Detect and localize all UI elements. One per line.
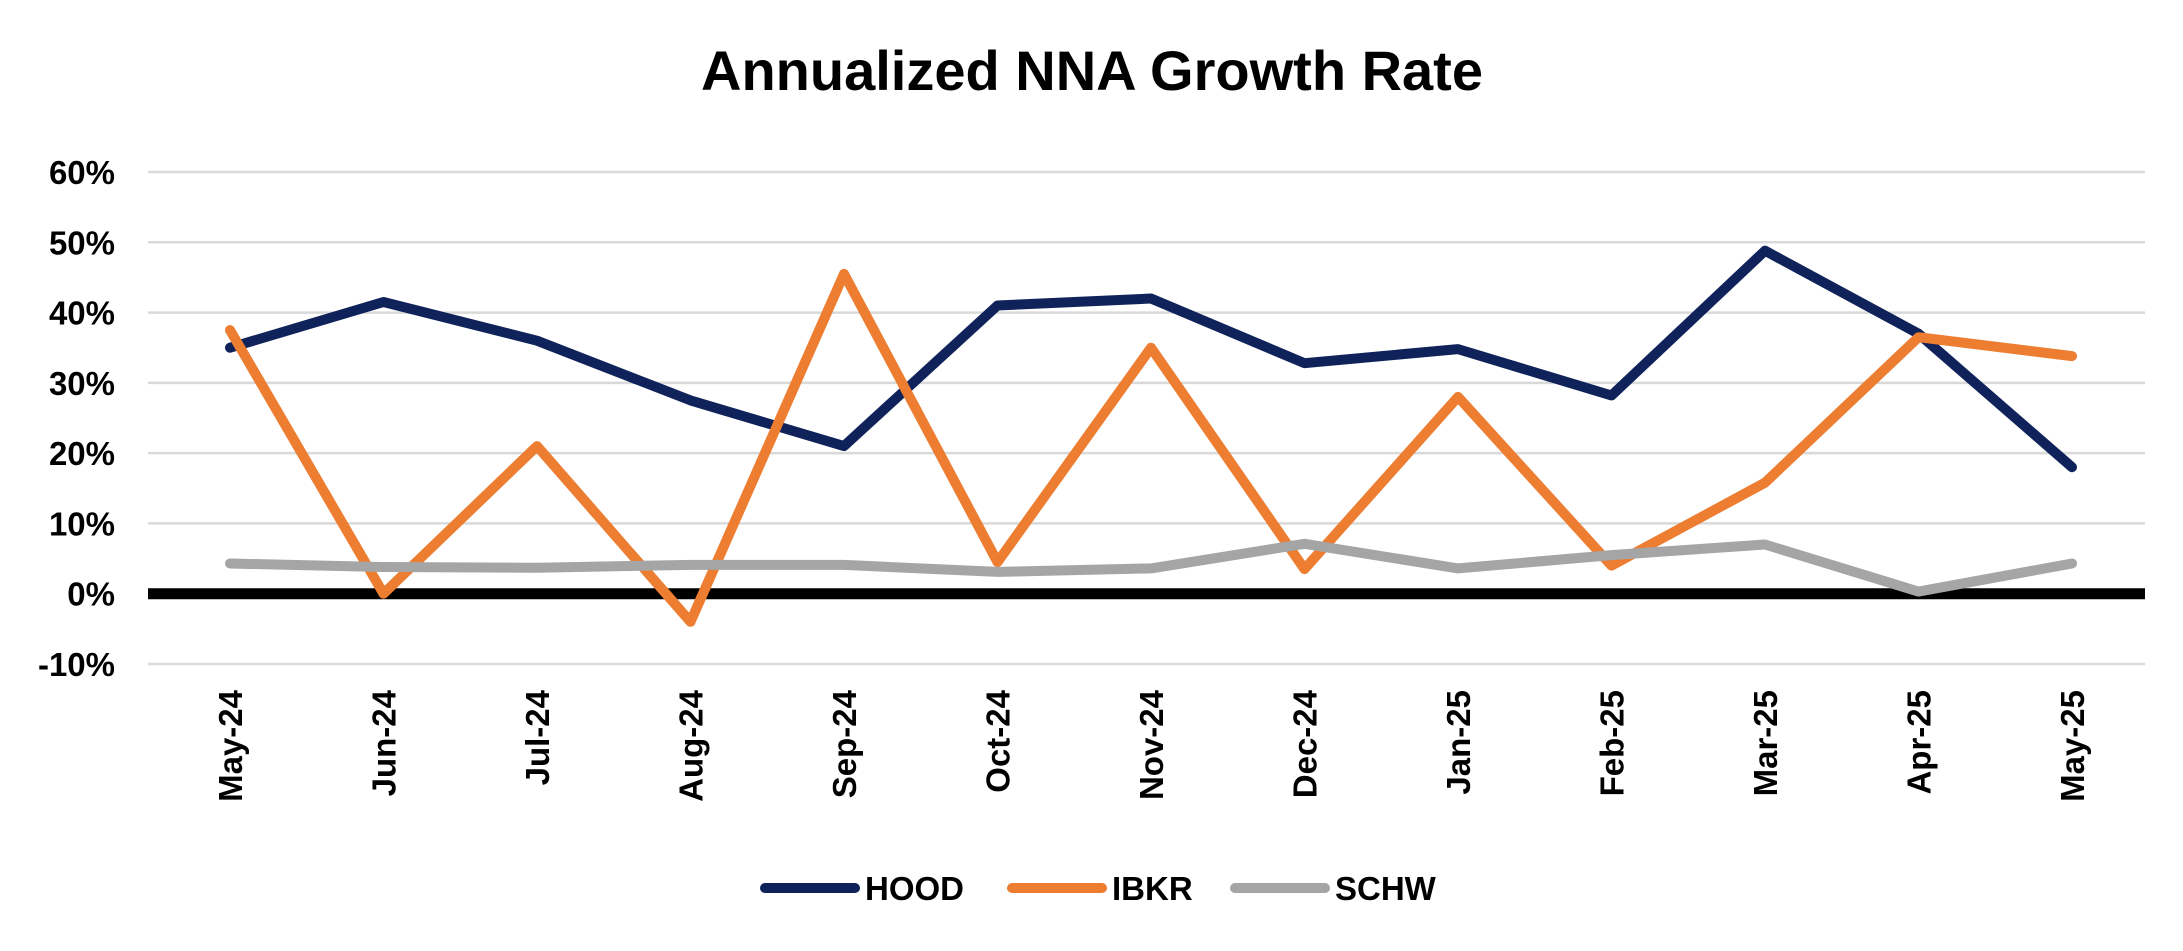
legend-label: IBKR [1112,870,1193,907]
y-axis: -10% 0% 10% 20% 30% 40% 50% 60% [38,154,115,683]
y-tick-label: 20% [49,435,115,472]
x-tick-label: Mar-25 [1747,690,1784,796]
y-tick-label: 30% [49,365,115,402]
legend-item-schw: SCHW [1230,870,1437,907]
x-tick-label: Oct-24 [980,689,1017,792]
y-tick-label: 10% [49,505,115,542]
y-tick-label: 50% [49,224,115,261]
x-tick-label: Apr-25 [1901,690,1938,795]
legend-item-hood: HOOD [760,870,964,907]
gridlines [148,170,2145,666]
legend-label: HOOD [865,870,964,907]
series-line-hood [225,245,2077,473]
x-tick-label: Jan-25 [1440,690,1477,795]
x-tick-label: Nov-24 [1133,689,1170,800]
x-tick-label: Aug-24 [673,689,710,801]
x-tick-label: Jul-24 [519,689,556,785]
x-tick-label: Dec-24 [1287,689,1324,798]
x-axis: May-24 Jun-24 Jul-24 Aug-24 Sep-24 Oct-24 Nov-… [212,689,2091,802]
x-tick-label: May-24 [212,689,249,802]
series-lines [225,245,2077,627]
x-tick-label: Jun-24 [366,689,403,796]
series-line-ibkr [225,268,2077,627]
series-line-schw [225,538,2077,597]
y-tick-label: 40% [49,295,115,332]
x-tick-label: May-25 [2054,690,2091,802]
x-tick-label: Sep-24 [826,689,863,798]
x-tick-label: Feb-25 [1594,690,1631,796]
chart-title: Annualized NNA Growth Rate [701,39,1483,102]
legend: HOOD IBKR SCHW [760,870,1437,907]
y-tick-label: 0% [67,576,115,613]
y-tick-label: 60% [49,154,115,191]
legend-label: SCHW [1335,870,1437,907]
legend-item-ibkr: IBKR [1007,870,1193,907]
y-tick-label: -10% [38,646,115,683]
